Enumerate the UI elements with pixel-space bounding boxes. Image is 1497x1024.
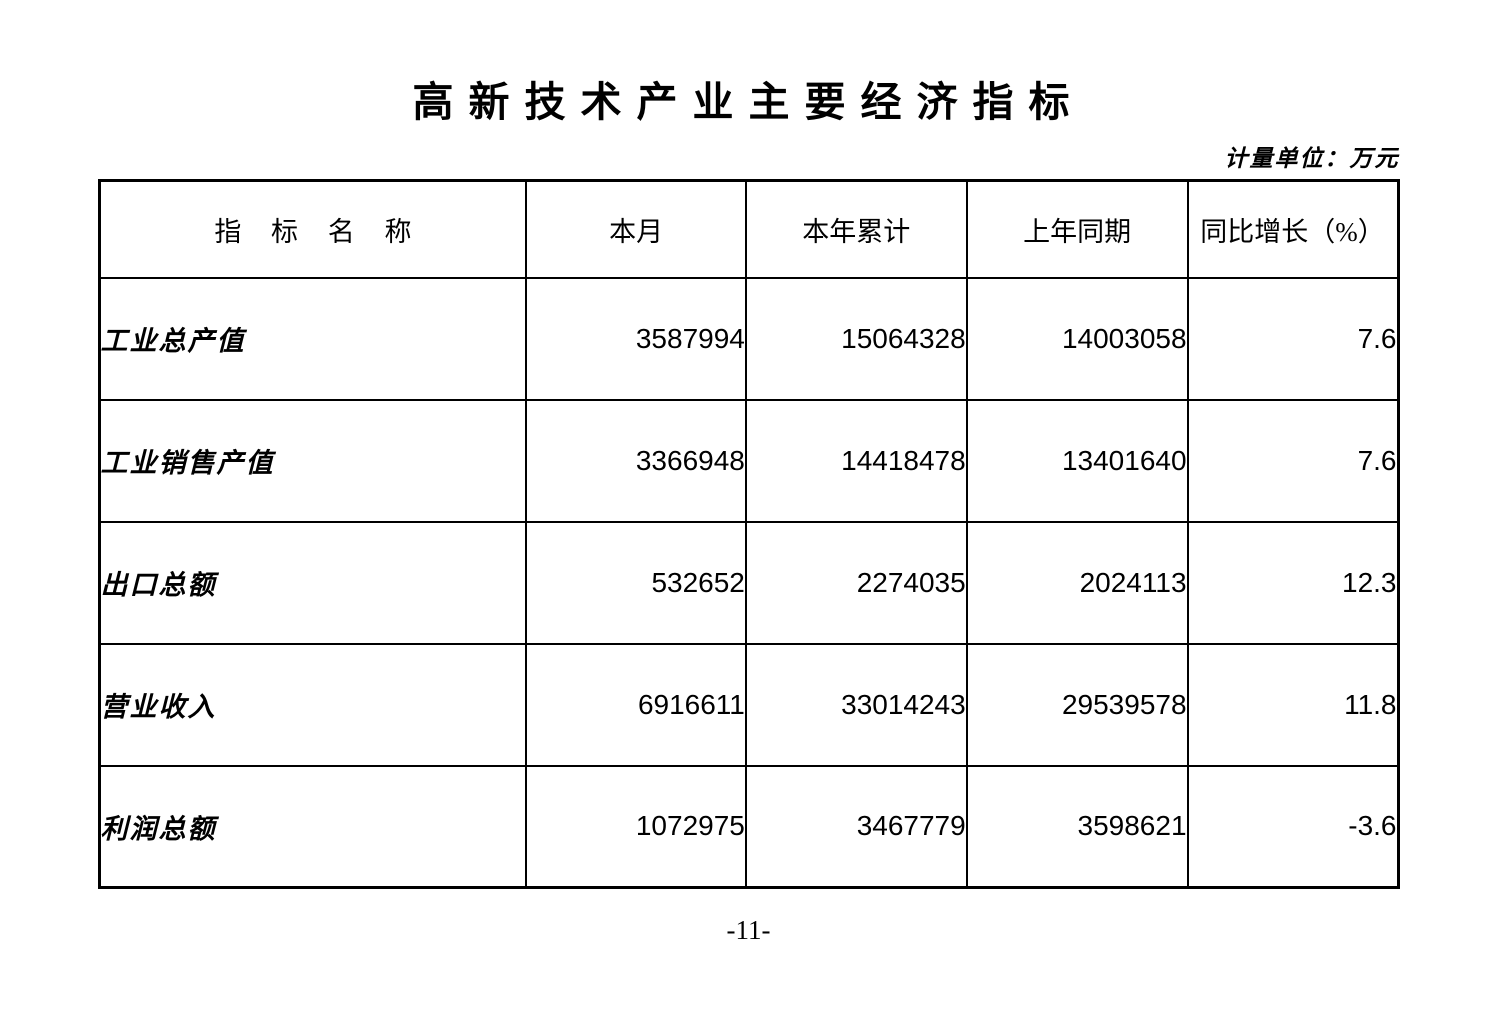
column-header-indicator-name-text: 指标名称 <box>214 216 442 247</box>
cell-prev-year-period: 13401640 <box>965 398 1189 523</box>
cell-yoy-growth: 12.3 <box>1186 520 1400 645</box>
cell-yoy-growth: -3.6 <box>1186 764 1400 889</box>
row-label: 营业收入 <box>97 642 528 767</box>
column-header-current-month: 本月 <box>525 179 747 279</box>
cell-current-month: 3587994 <box>525 276 747 401</box>
page-title: 高新技术产业主要经济指标 <box>412 79 1085 125</box>
cell-ytd: 15064328 <box>744 276 968 401</box>
column-header-yoy-growth: 同比增长（%） <box>1186 179 1400 279</box>
row-label: 利润总额 <box>97 764 528 889</box>
cell-current-month: 3366948 <box>525 398 747 523</box>
cell-prev-year-period: 2024113 <box>965 520 1189 645</box>
cell-current-month: 1072975 <box>525 764 747 889</box>
cell-ytd: 3467779 <box>744 764 968 889</box>
table-header-row: 指标名称 本月 本年累计 上年同期 同比增长（%） <box>97 179 1400 279</box>
column-header-ytd: 本年累计 <box>744 179 968 279</box>
cell-current-month: 532652 <box>525 520 747 645</box>
cell-prev-year-period: 29539578 <box>965 642 1189 767</box>
column-header-indicator-name: 指标名称 <box>97 179 528 279</box>
cell-ytd: 2274035 <box>744 520 968 645</box>
table-row: 利润总额 1072975 3467779 3598621 -3.6 <box>97 764 1400 889</box>
indicators-table: 指标名称 本月 本年累计 上年同期 同比增长（%） 工业总产值 3587994 … <box>97 179 1400 890</box>
row-label: 出口总额 <box>97 520 528 645</box>
cell-yoy-growth: 7.6 <box>1186 398 1400 523</box>
column-header-prev-year-period: 上年同期 <box>965 179 1189 279</box>
table-row: 出口总额 532652 2274035 2024113 12.3 <box>97 520 1400 645</box>
cell-ytd: 14418478 <box>744 398 968 523</box>
cell-prev-year-period: 14003058 <box>965 276 1189 401</box>
table-row: 工业销售产值 3366948 14418478 13401640 7.6 <box>97 398 1400 523</box>
row-label: 工业总产值 <box>97 276 528 401</box>
table-row: 营业收入 6916611 33014243 29539578 11.8 <box>97 642 1400 767</box>
cell-ytd: 33014243 <box>744 642 968 767</box>
document-page: 高新技术产业主要经济指标 计量单位：万元 指标名称 本月 本年累计 上年同期 同… <box>97 0 1400 946</box>
cell-yoy-growth: 11.8 <box>1186 642 1400 767</box>
cell-yoy-growth: 7.6 <box>1186 276 1400 401</box>
cell-current-month: 6916611 <box>525 642 747 767</box>
page-number: -11- <box>726 915 771 946</box>
row-label: 工业销售产值 <box>97 398 528 523</box>
measurement-unit-label: 计量单位：万元 <box>1224 146 1400 172</box>
cell-prev-year-period: 3598621 <box>965 764 1189 889</box>
table-row: 工业总产值 3587994 15064328 14003058 7.6 <box>97 276 1400 401</box>
